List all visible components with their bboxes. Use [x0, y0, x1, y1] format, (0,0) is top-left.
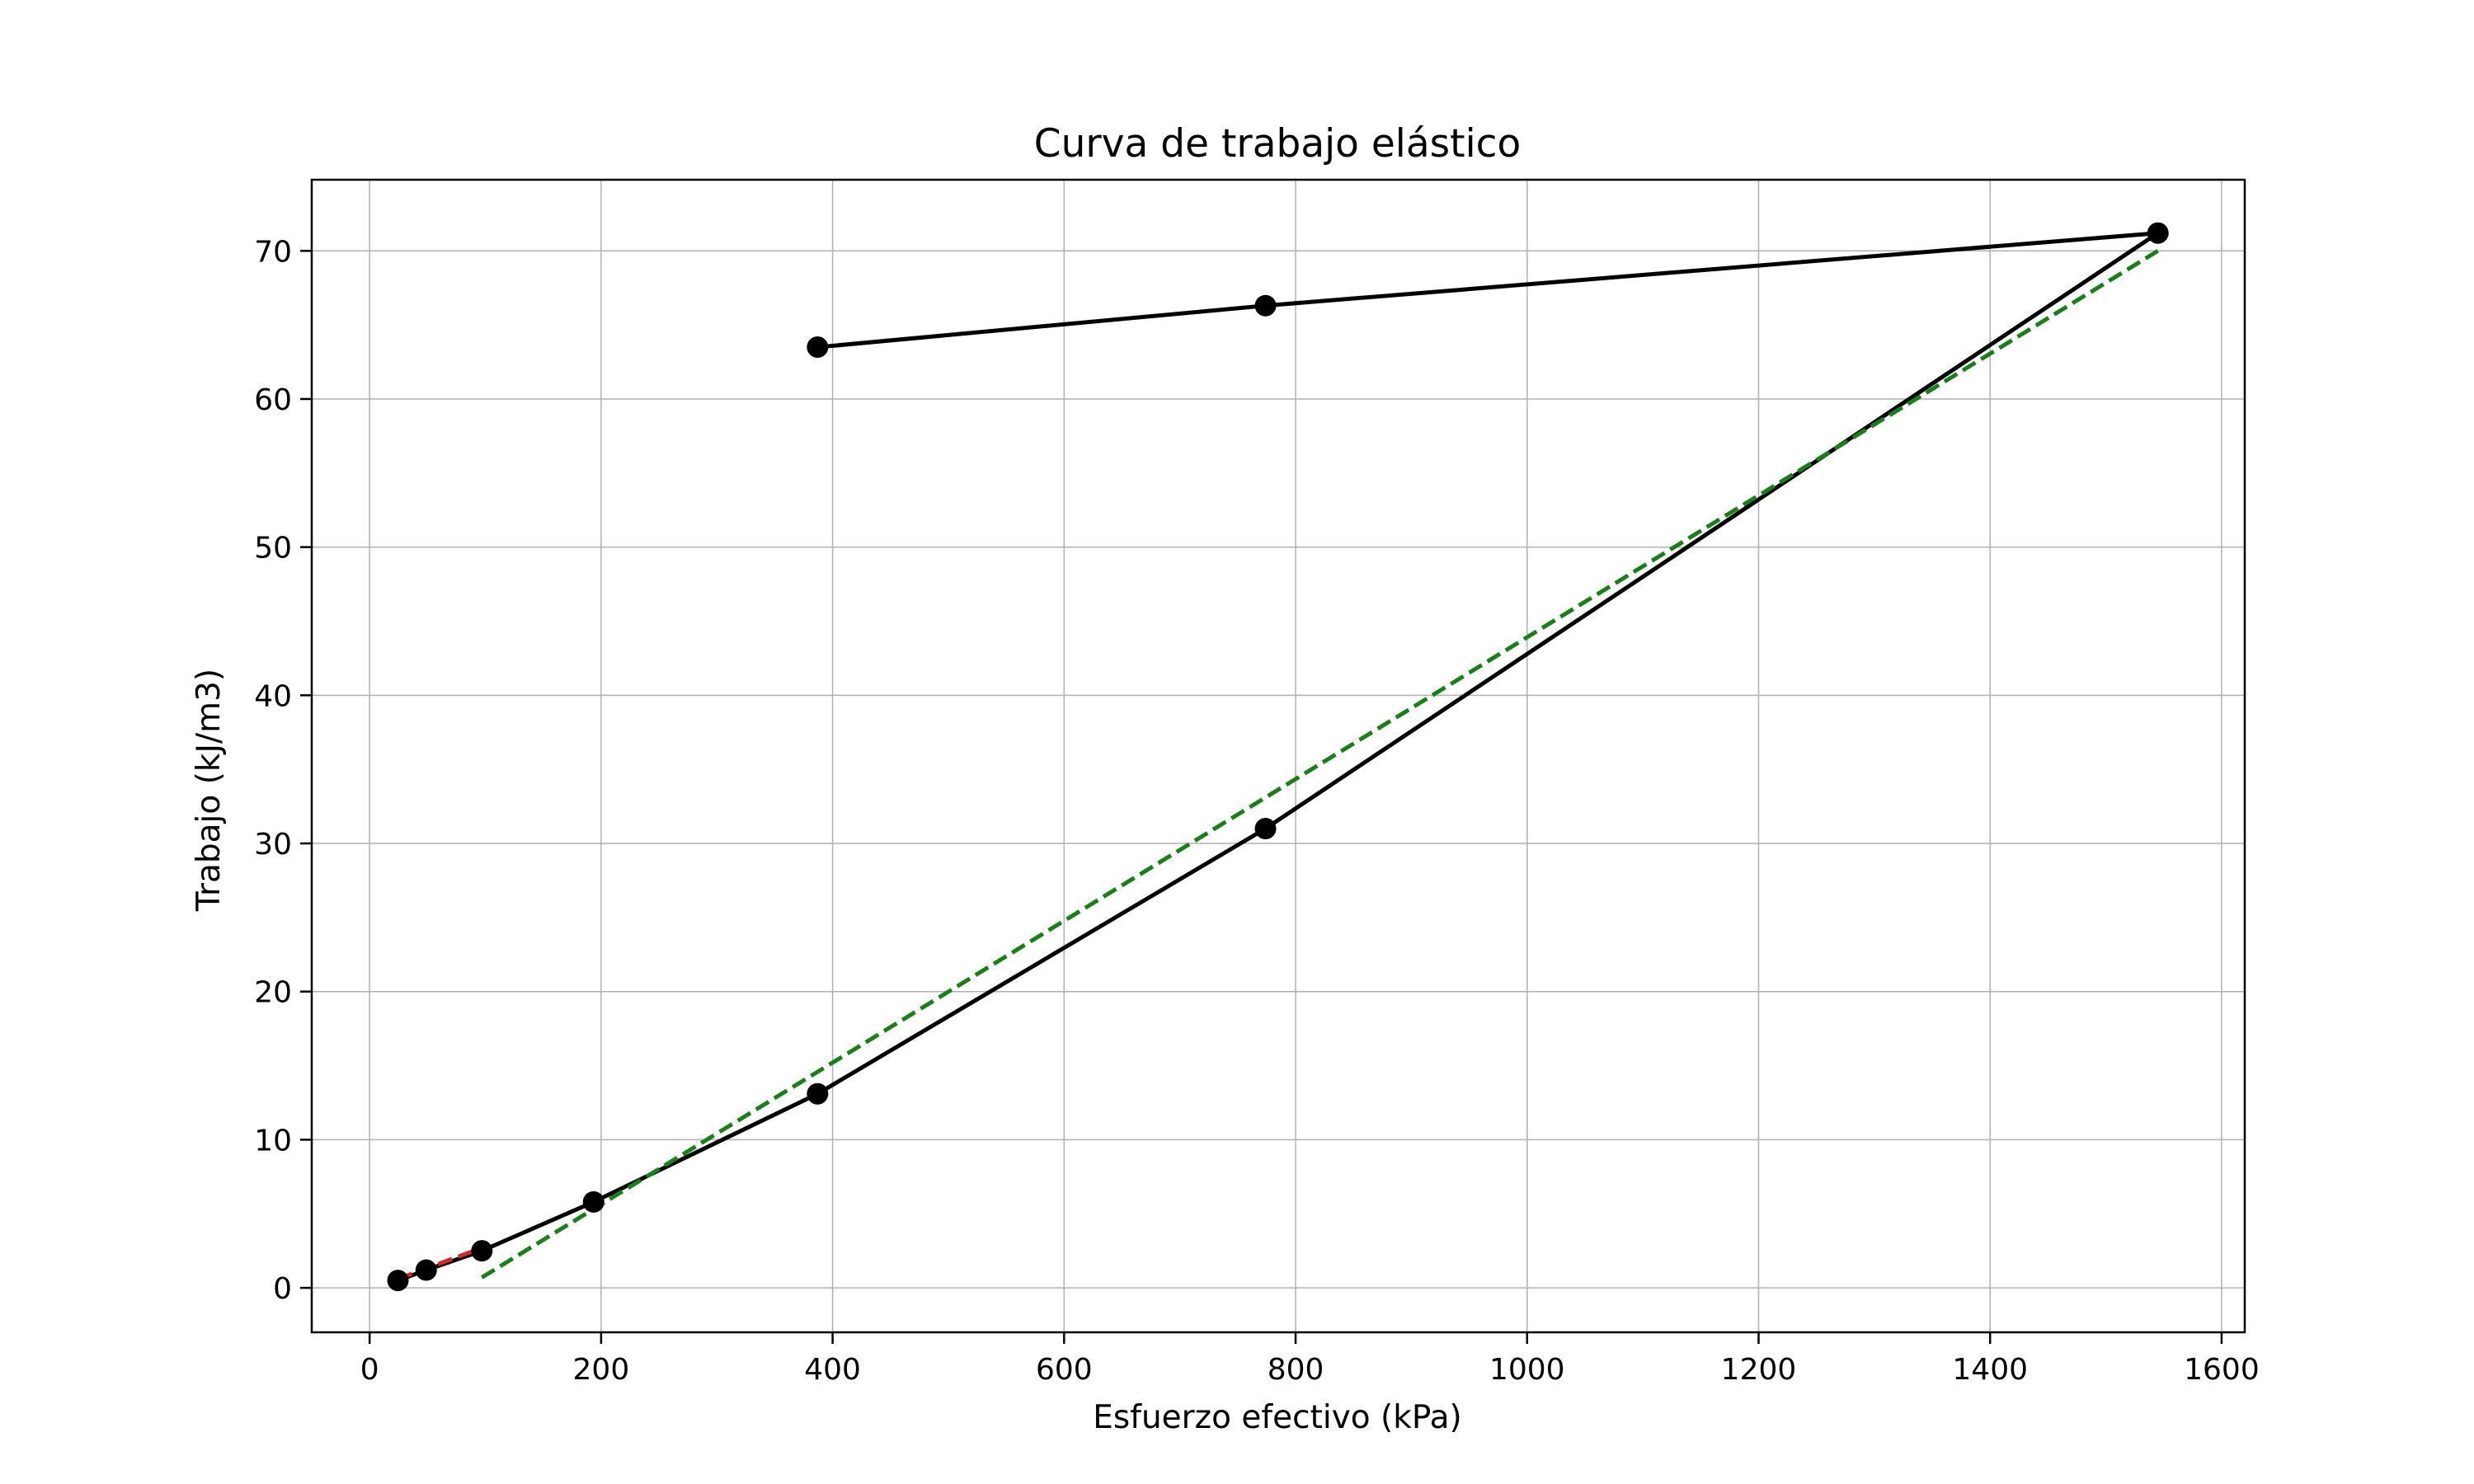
- data-point-2: [471, 1240, 493, 1262]
- series-line-1: [397, 1246, 483, 1281]
- y-tick-label-4: 40: [254, 679, 292, 713]
- data-point-0: [387, 1270, 409, 1292]
- x-tick-label-4: 800: [1268, 1353, 1324, 1387]
- data-point-7: [1254, 294, 1277, 317]
- y-axis-ticks: 0 10 20 30 40 50 60 70: [254, 235, 312, 1306]
- x-tick-label-7: 1400: [1952, 1353, 2028, 1387]
- y-tick-label-2: 20: [254, 976, 292, 1010]
- x-axis-label: Esfuerzo efectivo (kPa): [1093, 1399, 1461, 1436]
- data-point-5: [1254, 818, 1277, 840]
- y-tick-label-1: 10: [254, 1124, 292, 1158]
- y-tick-label-7: 70: [254, 235, 292, 269]
- y-tick-label-5: 50: [254, 532, 292, 566]
- data-point-4: [807, 1082, 829, 1105]
- data-point-8: [807, 336, 829, 359]
- data-point-3: [582, 1190, 604, 1213]
- x-tick-label-1: 200: [573, 1353, 630, 1387]
- y-tick-label-0: 0: [273, 1272, 292, 1306]
- x-tick-label-6: 1200: [1721, 1353, 1797, 1387]
- x-tick-label-8: 1600: [2184, 1353, 2260, 1387]
- y-tick-label-6: 60: [254, 383, 292, 417]
- x-axis-ticks: 0 200 400 600 800 1000 1200 1400 1600: [360, 1332, 2260, 1387]
- series-line-2: [480, 249, 2160, 1280]
- data-point-1: [415, 1259, 437, 1281]
- chart-title: Curva de trabajo elástico: [1034, 121, 1521, 167]
- gridlines: [312, 180, 2245, 1332]
- x-tick-label-0: 0: [360, 1353, 379, 1387]
- y-tick-label-3: 30: [254, 828, 292, 862]
- series-layer: [387, 222, 2169, 1292]
- x-tick-label-2: 400: [804, 1353, 861, 1387]
- series-line-0: [397, 231, 2161, 1283]
- plot-frame: [310, 178, 2246, 1334]
- data-point-6: [2147, 222, 2169, 244]
- y-axis-label: Trabajo (kJ/m3): [190, 669, 228, 912]
- x-tick-label-3: 600: [1036, 1353, 1093, 1387]
- x-tick-label-5: 1000: [1489, 1353, 1565, 1387]
